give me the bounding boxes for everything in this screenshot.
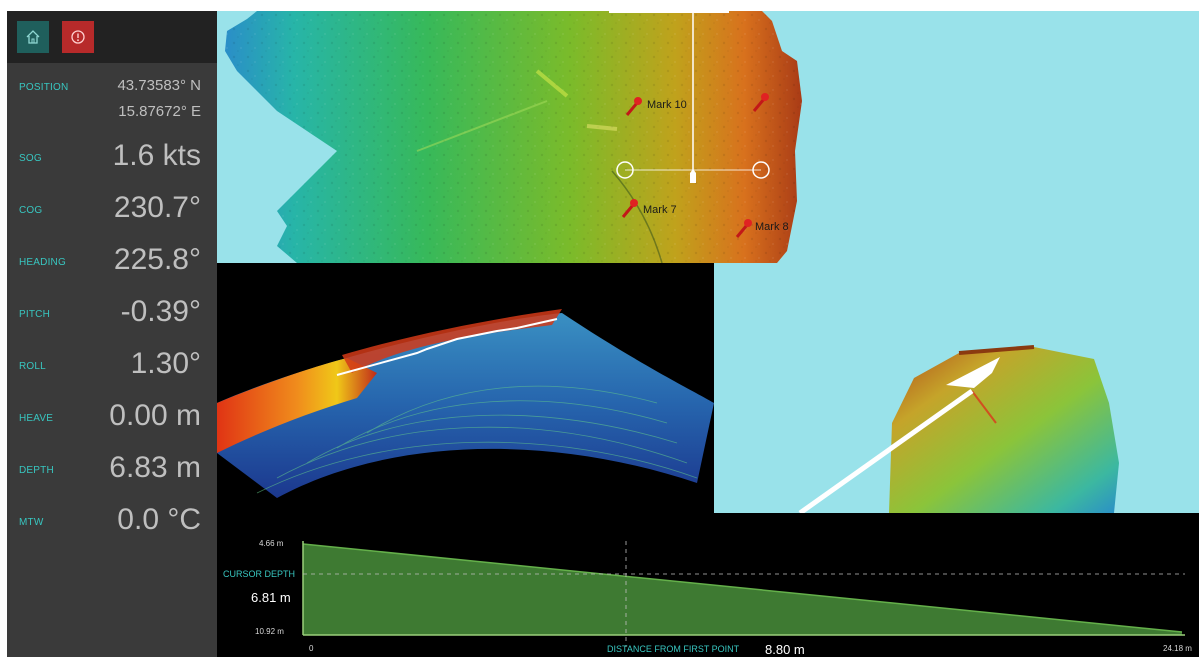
pitch-label: PITCH xyxy=(19,309,50,320)
latitude-value: 43.73583° N xyxy=(117,77,201,94)
depth-label: DEPTH xyxy=(19,465,54,476)
mtw-value: 0.0 °C xyxy=(117,503,201,536)
profile-x-start-label: 0 xyxy=(309,644,314,653)
mark-label[interactable]: Mark 7 xyxy=(643,204,677,216)
position-row: POSITION 43.73583° N 15.87672° E xyxy=(7,71,217,121)
depth-profile-chart[interactable]: 4.66 m CURSOR DEPTH 6.81 m 10.92 m 0 DIS… xyxy=(217,513,1199,657)
profile-top-line xyxy=(302,543,1183,633)
mark-label[interactable]: Mark 8 xyxy=(755,221,789,233)
heading-label: HEADING xyxy=(19,257,66,268)
cog-label: COG xyxy=(19,205,43,216)
swath-view[interactable] xyxy=(217,263,714,513)
longitude-value: 15.87672° E xyxy=(118,103,201,120)
mtw-row: MTW 0.0 °C xyxy=(7,501,217,541)
profile-y-bottom-label: 10.92 m xyxy=(255,627,284,636)
home-button[interactable] xyxy=(17,21,49,53)
heading-value: 225.8° xyxy=(113,243,201,276)
heave-row: HEAVE 0.00 m xyxy=(7,397,217,437)
telemetry-sidebar: POSITION 43.73583° N 15.87672° E SOG 1.6… xyxy=(7,11,217,657)
cursor-depth-label: CURSOR DEPTH xyxy=(223,569,296,579)
position-label: POSITION xyxy=(19,82,69,93)
roll-row: ROLL 1.30° xyxy=(7,345,217,385)
pitch-value: -0.39° xyxy=(120,295,201,328)
alert-icon xyxy=(71,30,85,44)
pitch-row: PITCH -0.39° xyxy=(7,293,217,333)
heave-label: HEAVE xyxy=(19,413,54,424)
mark-label[interactable]: Mark 10 xyxy=(647,99,687,111)
heave-value: 0.00 m xyxy=(109,399,201,432)
heading-row: HEADING 225.8° xyxy=(7,241,217,281)
marker-pin-icon[interactable] xyxy=(735,219,752,238)
distance-label: DISTANCE FROM FIRST POINT xyxy=(607,644,740,654)
depth-value: 6.83 m xyxy=(109,451,201,484)
roll-label: ROLL xyxy=(19,361,46,372)
marker-pin-icon[interactable] xyxy=(625,97,642,116)
distance-value: 8.80 m xyxy=(765,642,805,657)
roll-value: 1.30° xyxy=(130,347,201,380)
3d-view[interactable] xyxy=(714,263,1199,513)
depth-row: DEPTH 6.83 m xyxy=(7,449,217,489)
bathymetry-surface xyxy=(225,11,802,263)
cog-value: 230.7° xyxy=(113,191,201,224)
profile-y-top-label: 4.66 m xyxy=(259,539,284,548)
sidebar-toolbar xyxy=(7,11,217,63)
sog-value: 1.6 kts xyxy=(112,139,201,172)
sog-label: SOG xyxy=(19,153,42,164)
cursor-depth-value: 6.81 m xyxy=(251,590,291,605)
mtw-label: MTW xyxy=(19,517,44,528)
swath-fan xyxy=(217,309,714,498)
home-icon xyxy=(26,30,40,44)
cog-row: COG 230.7° xyxy=(7,189,217,229)
profile-x-end-label: 24.18 m xyxy=(1163,644,1192,653)
marker-pin-icon[interactable] xyxy=(752,93,769,112)
sog-row: SOG 1.6 kts xyxy=(7,137,217,177)
marker-pin-icon[interactable] xyxy=(621,199,638,218)
profile-plot xyxy=(302,541,1185,647)
3d-terrain xyxy=(798,345,1119,513)
alert-button[interactable] xyxy=(62,21,94,53)
bathymetry-map[interactable]: Mark 10 Mark 7 Mark 8 xyxy=(217,11,1199,263)
